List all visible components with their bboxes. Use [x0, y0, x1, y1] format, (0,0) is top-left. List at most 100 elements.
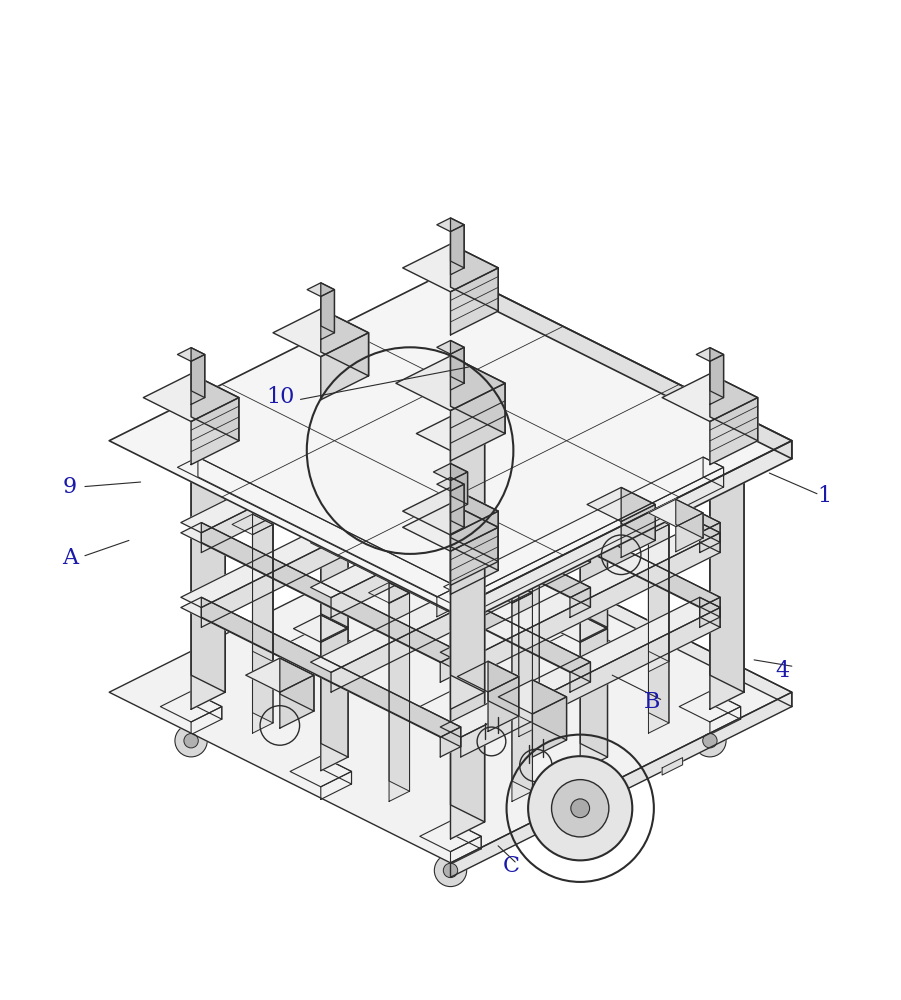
Polygon shape [252, 514, 273, 723]
Polygon shape [441, 393, 720, 533]
Polygon shape [321, 642, 351, 670]
Polygon shape [450, 329, 485, 580]
Polygon shape [460, 608, 720, 757]
Polygon shape [321, 290, 334, 340]
Polygon shape [570, 662, 590, 692]
Polygon shape [437, 477, 464, 491]
Polygon shape [532, 697, 567, 757]
Polygon shape [710, 707, 741, 735]
Polygon shape [550, 626, 611, 657]
Polygon shape [311, 532, 590, 672]
Circle shape [694, 725, 726, 757]
Polygon shape [331, 468, 590, 617]
Polygon shape [201, 403, 460, 553]
Text: A: A [62, 547, 78, 569]
Polygon shape [512, 384, 532, 593]
Polygon shape [450, 571, 485, 822]
Polygon shape [553, 485, 607, 513]
Polygon shape [696, 348, 724, 361]
Polygon shape [700, 597, 720, 627]
Polygon shape [580, 626, 611, 654]
Circle shape [443, 604, 458, 618]
Polygon shape [321, 499, 348, 641]
Polygon shape [191, 691, 222, 719]
Polygon shape [450, 383, 505, 461]
Polygon shape [450, 244, 498, 311]
Circle shape [184, 734, 198, 748]
Circle shape [703, 734, 717, 748]
Polygon shape [280, 675, 314, 728]
Polygon shape [676, 499, 703, 538]
Polygon shape [450, 270, 792, 459]
Polygon shape [191, 459, 225, 709]
Polygon shape [160, 691, 222, 722]
Polygon shape [550, 756, 611, 787]
Polygon shape [450, 522, 792, 707]
Polygon shape [321, 626, 351, 654]
Polygon shape [109, 270, 792, 611]
Polygon shape [621, 487, 655, 540]
Polygon shape [177, 457, 458, 597]
Polygon shape [441, 523, 720, 662]
Polygon shape [700, 523, 720, 553]
Text: C: C [503, 855, 520, 877]
Text: B: B [643, 691, 660, 713]
Polygon shape [450, 463, 468, 504]
Polygon shape [201, 597, 460, 747]
Polygon shape [252, 463, 273, 672]
Polygon shape [580, 756, 611, 784]
Circle shape [528, 756, 633, 860]
Polygon shape [273, 309, 369, 357]
Polygon shape [191, 348, 205, 398]
Polygon shape [464, 467, 724, 617]
Polygon shape [450, 472, 468, 513]
Polygon shape [488, 677, 519, 731]
Polygon shape [252, 524, 273, 733]
Polygon shape [512, 395, 532, 603]
Polygon shape [700, 597, 720, 627]
Polygon shape [311, 532, 590, 672]
Polygon shape [649, 524, 669, 733]
Polygon shape [570, 532, 590, 562]
Polygon shape [403, 503, 498, 551]
Polygon shape [498, 680, 567, 714]
Polygon shape [441, 468, 460, 498]
Polygon shape [450, 821, 481, 849]
Polygon shape [450, 312, 485, 563]
Polygon shape [649, 463, 669, 672]
Polygon shape [450, 487, 498, 561]
Polygon shape [450, 356, 505, 434]
Polygon shape [580, 771, 611, 799]
Circle shape [564, 789, 596, 822]
Polygon shape [311, 458, 590, 598]
Polygon shape [450, 218, 464, 268]
Polygon shape [321, 485, 348, 627]
Polygon shape [450, 416, 485, 692]
Polygon shape [450, 707, 481, 735]
Polygon shape [331, 543, 590, 692]
Polygon shape [450, 527, 498, 594]
Polygon shape [441, 727, 460, 757]
Polygon shape [587, 487, 655, 522]
Polygon shape [450, 562, 481, 589]
Polygon shape [679, 691, 741, 722]
Polygon shape [416, 571, 485, 605]
Polygon shape [441, 393, 460, 423]
Polygon shape [321, 309, 369, 376]
Polygon shape [491, 384, 532, 405]
Polygon shape [450, 511, 498, 585]
Circle shape [443, 863, 458, 878]
Polygon shape [560, 809, 580, 826]
Polygon shape [460, 393, 720, 542]
Polygon shape [662, 758, 683, 775]
Polygon shape [488, 661, 519, 716]
Polygon shape [321, 615, 348, 757]
Polygon shape [570, 458, 590, 488]
Polygon shape [369, 384, 410, 405]
Circle shape [434, 854, 467, 887]
Polygon shape [311, 458, 590, 598]
Polygon shape [450, 691, 481, 719]
Polygon shape [491, 582, 532, 603]
Polygon shape [460, 468, 720, 617]
Polygon shape [628, 453, 669, 473]
